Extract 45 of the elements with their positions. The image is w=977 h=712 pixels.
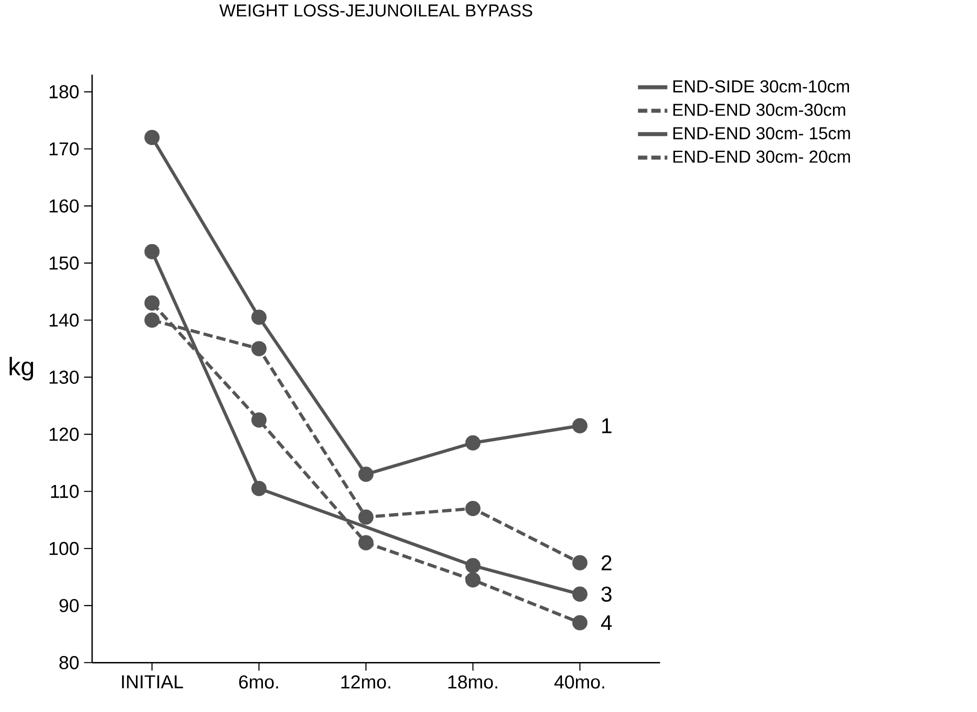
y-tick-label: 80 bbox=[59, 656, 79, 670]
point bbox=[251, 412, 267, 428]
legend-label: END-SIDE 30cm-10cm bbox=[673, 80, 849, 93]
point bbox=[465, 435, 481, 450]
x-tick-label: 6mo. bbox=[239, 675, 278, 689]
y-tick-label: 140 bbox=[50, 314, 79, 327]
point bbox=[144, 295, 160, 311]
legend-label: END-END 30cm-30cm bbox=[673, 104, 846, 116]
y-tick-label: 100 bbox=[50, 542, 79, 556]
point bbox=[144, 130, 160, 146]
point bbox=[572, 418, 588, 434]
chart-title: WEIGHT LOSS-JEJUNOILEAL BYPASS bbox=[219, 4, 532, 17]
y-tick-label: 180 bbox=[50, 85, 79, 98]
point bbox=[251, 310, 267, 325]
x-tick-label: 40mo. bbox=[554, 675, 604, 689]
x-tick-label: INITIAL bbox=[122, 675, 184, 688]
y-tick-label: 150 bbox=[50, 256, 79, 270]
point bbox=[465, 558, 481, 574]
x-tick-label: 12mo. bbox=[341, 675, 390, 689]
point bbox=[251, 480, 267, 496]
annotation: 4 bbox=[601, 615, 612, 630]
point bbox=[572, 555, 588, 570]
annotation: 3 bbox=[601, 586, 612, 602]
y-tick-label: 170 bbox=[50, 142, 79, 156]
y-tick-label: 110 bbox=[51, 484, 79, 498]
point bbox=[465, 500, 481, 516]
point bbox=[572, 586, 588, 602]
point bbox=[572, 615, 588, 630]
point bbox=[358, 535, 374, 550]
y-tick-label: 90 bbox=[60, 598, 79, 612]
annotation: 1 bbox=[602, 418, 612, 434]
point bbox=[465, 572, 481, 588]
y-axis-title: kg bbox=[10, 356, 34, 380]
y-tick-label: 120 bbox=[50, 428, 79, 441]
y-tick-label: 160 bbox=[50, 199, 79, 213]
y-tick-label: 130 bbox=[50, 370, 79, 384]
point bbox=[358, 509, 374, 525]
point bbox=[144, 244, 160, 260]
point bbox=[144, 312, 160, 328]
x-tick-label: 18mo. bbox=[448, 675, 498, 689]
point bbox=[251, 341, 267, 356]
annotation: 2 bbox=[602, 555, 612, 570]
point bbox=[358, 466, 374, 482]
legend-label: END-END 30cm- 20cm bbox=[673, 150, 850, 163]
legend-label: END-END 30cm- 15cm bbox=[673, 127, 850, 140]
